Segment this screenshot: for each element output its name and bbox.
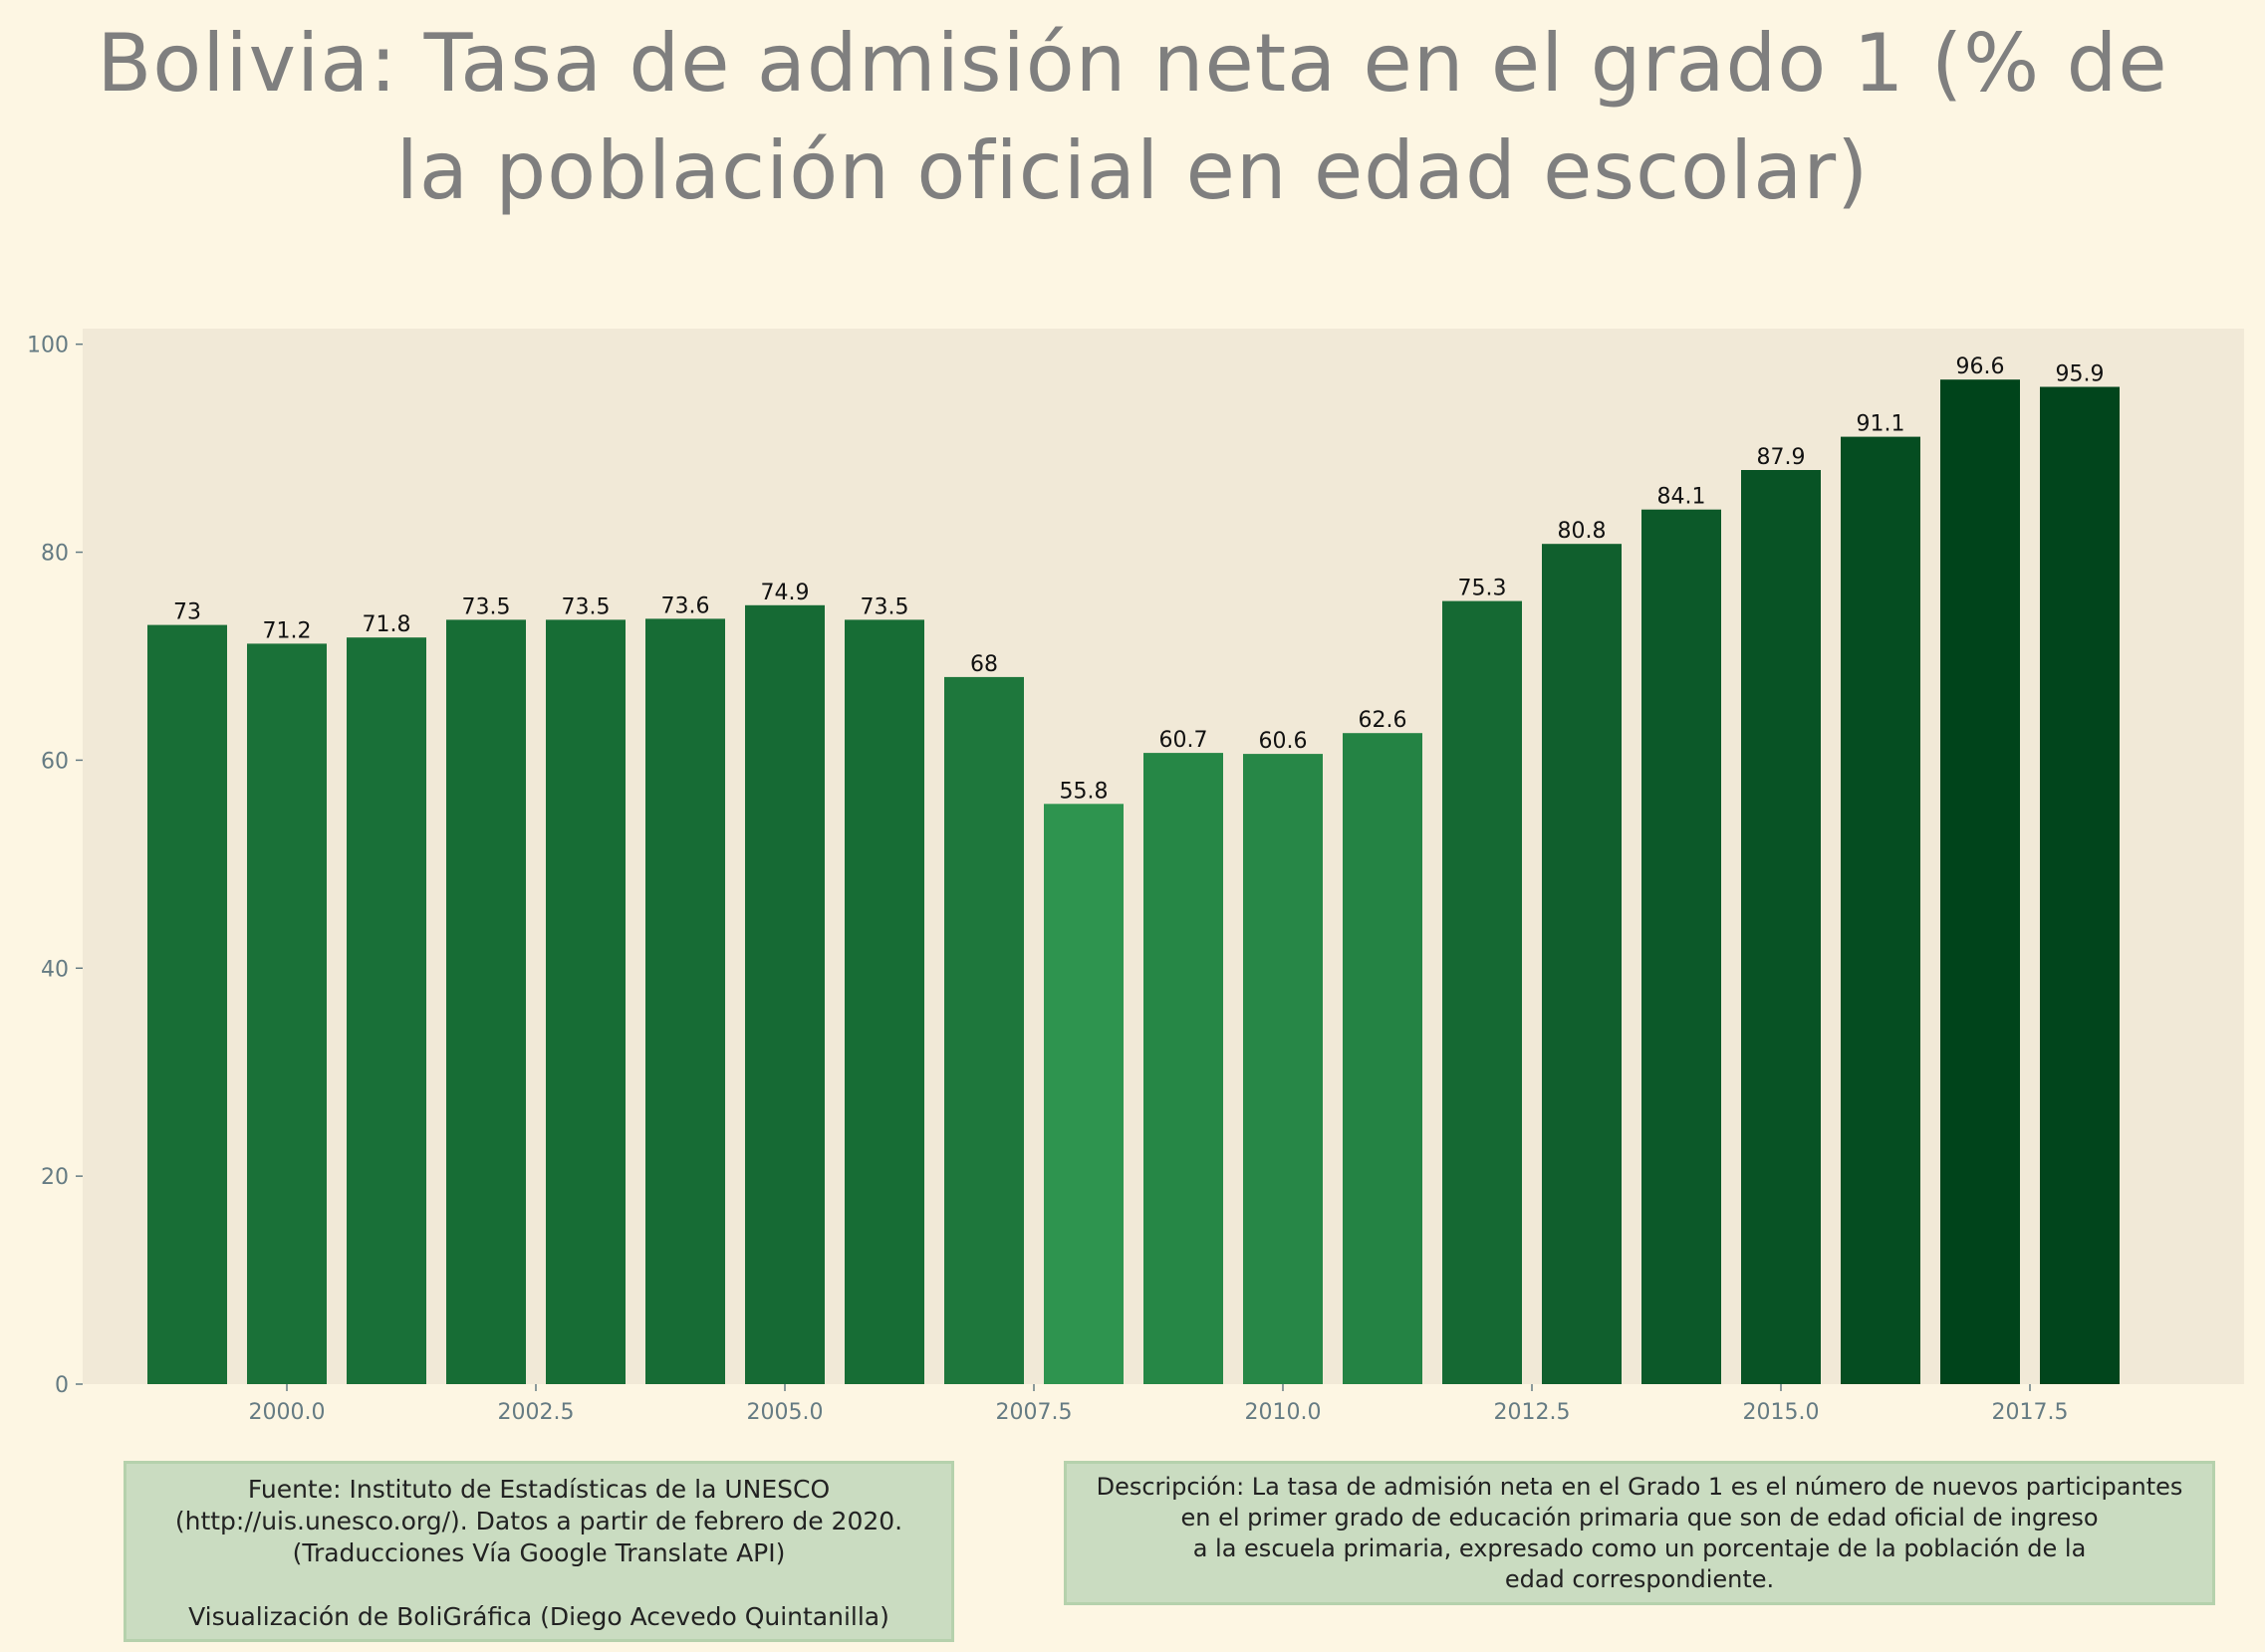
x-tick-label: 2002.5 <box>498 1400 575 1425</box>
description-line-3: a la escuela primaria, expresado como un… <box>1192 1534 2087 1562</box>
bar-value-label: 55.8 <box>1060 779 1109 804</box>
bar <box>347 637 426 1384</box>
x-tick-label: 2010.0 <box>1245 1400 1322 1425</box>
bar-value-label: 75.3 <box>1458 577 1507 601</box>
bar-value-label: 73.5 <box>562 594 611 619</box>
source-line-4: Visualización de BoliGráfica (Diego Acev… <box>188 1602 889 1631</box>
bar <box>745 604 825 1384</box>
y-tick-label: 0 <box>55 1373 69 1398</box>
source-line-1: Fuente: Instituto de Estadísticas de la … <box>247 1475 831 1504</box>
bar-value-label: 74.9 <box>761 581 810 605</box>
bar-value-label: 73.5 <box>462 594 511 619</box>
bar <box>1940 379 2020 1384</box>
bar-value-label: 73 <box>173 600 201 625</box>
x-tick-label: 2012.5 <box>1494 1400 1571 1425</box>
y-tick-label: 40 <box>41 957 69 982</box>
bar <box>446 619 526 1384</box>
bar-value-label: 96.6 <box>1956 354 2005 379</box>
bar-chart: 73 71.2 71.8 73.5 73.5 73.6 74.9 73.5 68 55.8 60.7… <box>27 329 2244 1425</box>
chart-title-line2: la población oficial en edad escolar) <box>395 124 1870 217</box>
bar <box>1442 600 1522 1384</box>
bar <box>1343 733 1422 1384</box>
bar <box>1143 753 1223 1384</box>
source-line-3: (Traducciones Vía Google Translate API) <box>292 1538 786 1567</box>
bar <box>845 619 924 1384</box>
y-tick-label: 100 <box>27 334 69 358</box>
bar-value-label: 60.7 <box>1159 728 1208 753</box>
source-note: Fuente: Instituto de Estadísticas de la … <box>124 1461 954 1642</box>
chart-title: Bolivia: Tasa de admisión neta en el gra… <box>40 10 2225 225</box>
bar <box>1542 544 1622 1384</box>
x-tick-label: 2017.5 <box>1992 1400 2069 1425</box>
source-line-2: (http://uis.unesco.org/). Datos a partir… <box>174 1507 903 1535</box>
bar <box>2040 386 2120 1384</box>
x-tick-label: 2000.0 <box>249 1400 326 1425</box>
bar-value-label: 84.1 <box>1657 485 1706 510</box>
bar-value-label: 60.6 <box>1259 729 1308 754</box>
y-tick-label: 20 <box>41 1165 69 1190</box>
bar <box>546 619 626 1384</box>
bar <box>247 643 327 1384</box>
bar-value-label: 73.6 <box>661 593 710 618</box>
source-spacer <box>134 1569 943 1601</box>
bar-value-label: 95.9 <box>2056 362 2105 387</box>
bar-value-label: 71.8 <box>363 612 411 637</box>
x-tick-label: 2005.0 <box>747 1400 824 1425</box>
x-tick-label: 2007.5 <box>996 1400 1073 1425</box>
bar-value-label: 80.8 <box>1558 519 1607 544</box>
bar <box>1044 804 1124 1384</box>
description-line-2: en el primer grado de educación primaria… <box>1180 1504 2099 1532</box>
bar <box>1741 470 1821 1384</box>
bar <box>1641 509 1721 1384</box>
y-tick-label: 60 <box>41 749 69 774</box>
description-line-4: edad correspondiente. <box>1504 1565 1775 1593</box>
x-tick-label: 2015.0 <box>1743 1400 1820 1425</box>
bar <box>1841 436 1920 1385</box>
bar-value-label: 91.1 <box>1857 412 1905 437</box>
bar <box>147 624 227 1384</box>
y-tick-label: 80 <box>41 542 69 567</box>
bar-value-label: 68 <box>970 652 998 677</box>
bar-value-label: 87.9 <box>1757 445 1806 470</box>
bar-value-label: 62.6 <box>1359 708 1407 733</box>
bar-value-label: 73.5 <box>861 594 909 619</box>
description-note: Descripción: La tasa de admisión neta en… <box>1064 1461 2215 1605</box>
chart-title-line1: Bolivia: Tasa de admisión neta en el gra… <box>97 17 2168 110</box>
bar <box>645 618 725 1384</box>
bar-value-label: 71.2 <box>263 618 312 643</box>
bar <box>944 676 1024 1384</box>
bar <box>1243 754 1323 1384</box>
description-line-1: Descripción: La tasa de admisión neta en… <box>1096 1473 2183 1501</box>
